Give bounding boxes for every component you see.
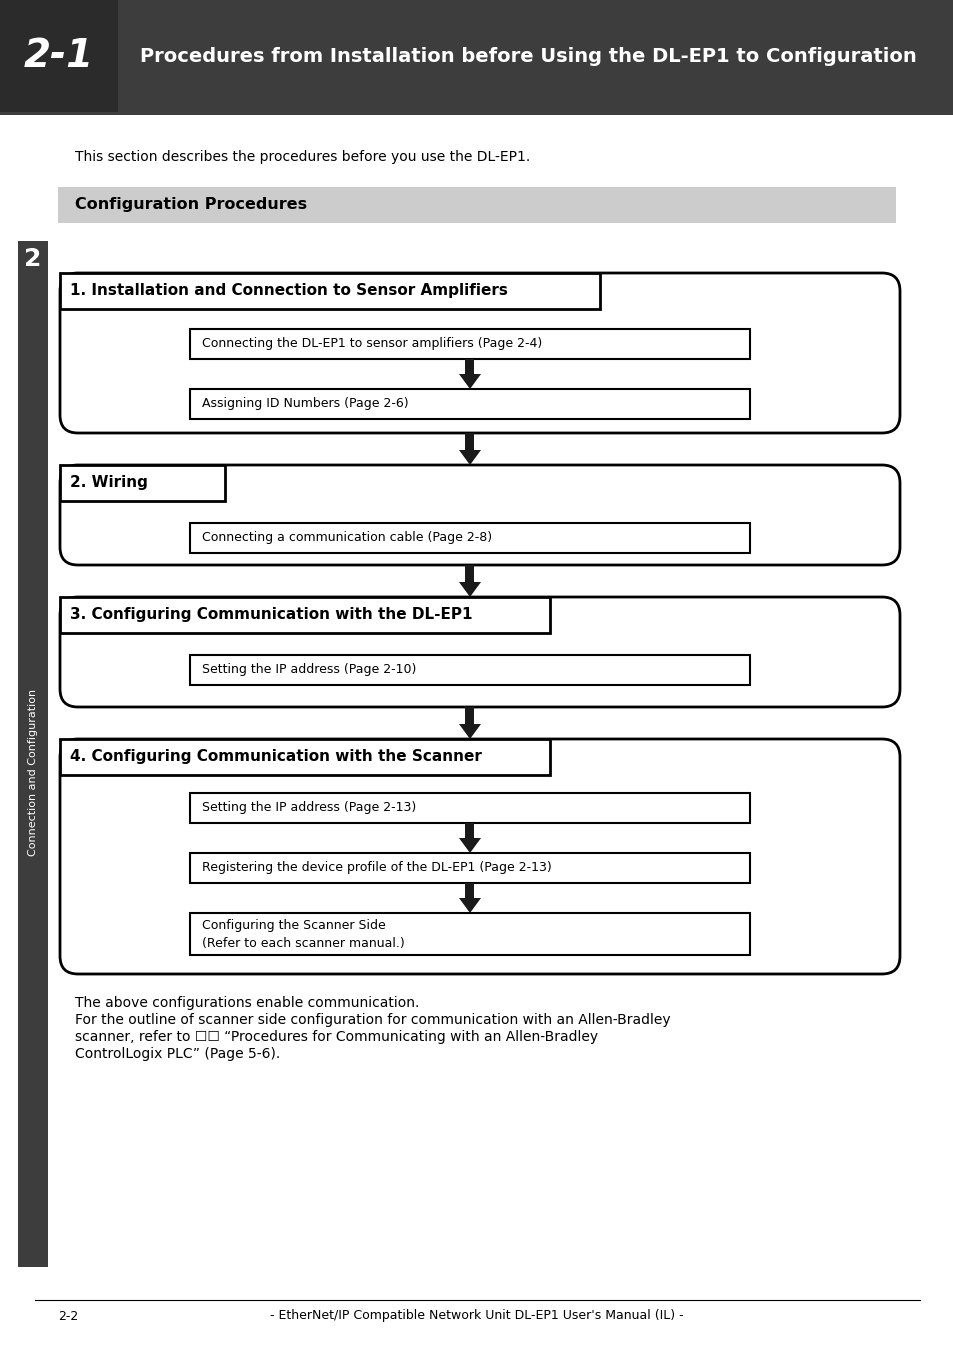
Text: Configuring the Scanner Side: Configuring the Scanner Side <box>202 918 385 932</box>
Text: 1. Installation and Connection to Sensor Amplifiers: 1. Installation and Connection to Sensor… <box>70 284 507 299</box>
Bar <box>465 823 474 838</box>
Text: 4. Configuring Communication with the Scanner: 4. Configuring Communication with the Sc… <box>70 749 481 764</box>
Text: Connecting the DL-EP1 to sensor amplifiers (Page 2-4): Connecting the DL-EP1 to sensor amplifie… <box>202 338 541 350</box>
Bar <box>190 389 749 419</box>
Bar <box>58 187 895 223</box>
Polygon shape <box>458 725 480 740</box>
Bar <box>60 273 599 310</box>
Text: 2. Wiring: 2. Wiring <box>70 476 148 491</box>
Text: 3. Configuring Communication with the DL-EP1: 3. Configuring Communication with the DL… <box>70 607 472 622</box>
Text: 2: 2 <box>24 247 42 270</box>
Text: Registering the device profile of the DL-EP1 (Page 2-13): Registering the device profile of the DL… <box>202 861 551 875</box>
Bar <box>0 0 118 112</box>
Bar <box>18 241 48 277</box>
FancyBboxPatch shape <box>60 273 899 433</box>
Bar <box>465 707 474 725</box>
Text: scanner, refer to ☐☐ “Procedures for Communicating with an Allen-Bradley: scanner, refer to ☐☐ “Procedures for Com… <box>75 1030 598 1044</box>
Bar <box>0 112 953 115</box>
FancyBboxPatch shape <box>60 465 899 565</box>
Bar <box>465 433 474 450</box>
Polygon shape <box>458 375 480 389</box>
Text: Setting the IP address (Page 2-13): Setting the IP address (Page 2-13) <box>202 802 416 814</box>
Bar <box>190 329 749 360</box>
Bar <box>465 360 474 375</box>
Bar <box>60 465 225 502</box>
Text: Procedures from Installation before Using the DL-EP1 to Configuration: Procedures from Installation before Usin… <box>140 46 916 65</box>
Text: 2-2: 2-2 <box>58 1310 78 1322</box>
Text: (Refer to each scanner manual.): (Refer to each scanner manual.) <box>202 937 404 949</box>
Bar <box>190 794 749 823</box>
Polygon shape <box>458 450 480 465</box>
FancyBboxPatch shape <box>60 598 899 707</box>
Polygon shape <box>458 838 480 853</box>
Bar <box>190 523 749 553</box>
Text: Setting the IP address (Page 2-10): Setting the IP address (Page 2-10) <box>202 664 416 676</box>
Text: Assigning ID Numbers (Page 2-6): Assigning ID Numbers (Page 2-6) <box>202 397 408 411</box>
FancyBboxPatch shape <box>60 740 899 973</box>
Text: Configuration Procedures: Configuration Procedures <box>75 197 307 212</box>
Polygon shape <box>458 581 480 598</box>
Text: 2-1: 2-1 <box>24 37 94 74</box>
Text: This section describes the procedures before you use the DL-EP1.: This section describes the procedures be… <box>75 150 530 164</box>
Text: For the outline of scanner side configuration for communication with an Allen-Br: For the outline of scanner side configur… <box>75 1013 670 1028</box>
Bar <box>18 241 48 1267</box>
Bar <box>0 0 953 112</box>
Bar <box>465 565 474 581</box>
Text: Connecting a communication cable (Page 2-8): Connecting a communication cable (Page 2… <box>202 531 492 545</box>
Bar <box>190 853 749 883</box>
Bar <box>60 598 550 633</box>
Text: ControlLogix PLC” (Page 5-6).: ControlLogix PLC” (Page 5-6). <box>75 1046 280 1061</box>
Bar <box>190 654 749 685</box>
Bar <box>465 883 474 898</box>
Text: Connection and Configuration: Connection and Configuration <box>28 688 38 856</box>
Text: - EtherNet/IP Compatible Network Unit DL-EP1 User's Manual (IL) -: - EtherNet/IP Compatible Network Unit DL… <box>270 1310 683 1322</box>
Polygon shape <box>458 898 480 913</box>
Bar <box>190 913 749 955</box>
Bar <box>60 740 550 775</box>
Text: The above configurations enable communication.: The above configurations enable communic… <box>75 996 419 1010</box>
